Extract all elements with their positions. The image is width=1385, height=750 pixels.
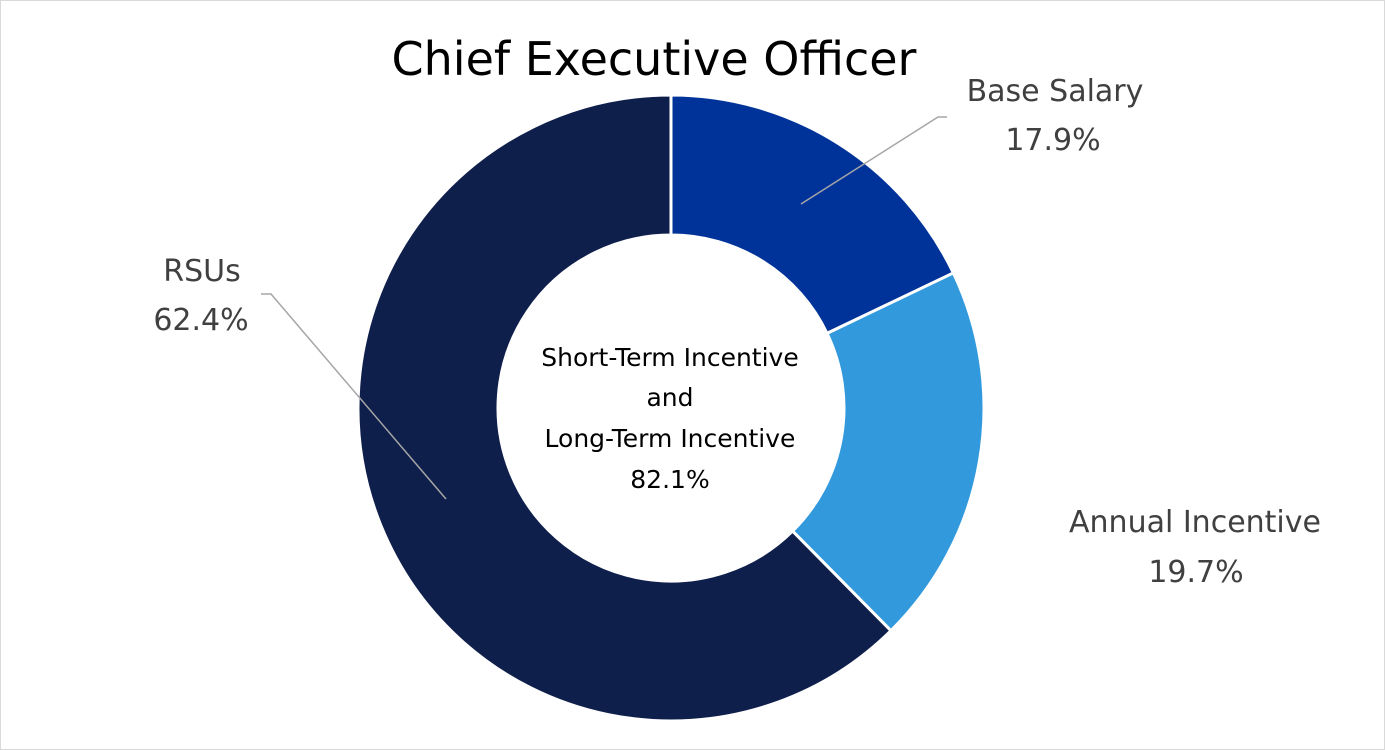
- slice-label-rsus-value: 62.4%: [153, 303, 248, 338]
- center-label-line-2: and: [646, 383, 693, 412]
- slice-label-annual-incentive-value: 19.7%: [1148, 555, 1243, 590]
- leader-lines-group: [261, 116, 947, 500]
- donut-slice-annual-incentive: [790, 270, 986, 633]
- center-label-line-4: 82.1%: [630, 465, 709, 494]
- leader-line-rsus: [261, 293, 447, 500]
- center-label-line-1: Short-Term Incentive: [541, 343, 798, 372]
- slice-label-base-salary-name: Base Salary: [967, 74, 1144, 109]
- slice-label-base-salary-value: 17.9%: [1005, 123, 1100, 158]
- donut-slice-rsus: [356, 93, 894, 723]
- center-label-line-3: Long-Term Incentive: [545, 424, 796, 453]
- chart-title: Chief Executive Officer: [392, 32, 917, 86]
- slice-label-rsus-name: RSUs: [163, 254, 240, 289]
- leader-line-base-salary: [800, 116, 947, 205]
- slices-group: [356, 93, 986, 723]
- slice-label-annual-incentive-name: Annual Incentive: [1069, 505, 1321, 540]
- donut-slice-base-salary: [669, 93, 956, 336]
